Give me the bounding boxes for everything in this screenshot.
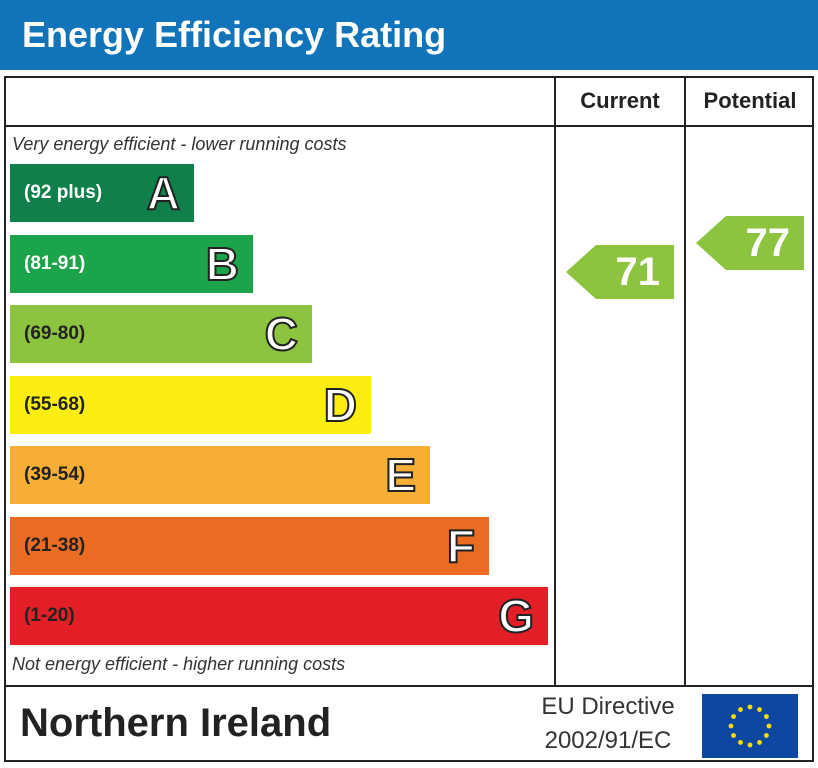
eu-star bbox=[728, 723, 734, 729]
current-rating-value: 71 bbox=[615, 250, 661, 294]
eu-star bbox=[731, 714, 736, 719]
potential-rating-arrow: 77 bbox=[696, 216, 804, 270]
eu-star bbox=[764, 733, 769, 738]
band-range-label: (39-54) bbox=[24, 464, 86, 485]
eu-directive-line2: 2002/91/EC bbox=[544, 727, 672, 754]
eu-star bbox=[747, 704, 753, 710]
band-a: (92 plus) A bbox=[10, 164, 194, 222]
eu-star bbox=[757, 740, 762, 745]
band-letter: D bbox=[323, 378, 358, 432]
band-letter: C bbox=[264, 307, 299, 361]
eu-star bbox=[738, 707, 743, 712]
eu-star bbox=[764, 714, 769, 719]
band-g: (1-20) G bbox=[10, 587, 548, 645]
bottom-note: Not energy efficient - higher running co… bbox=[12, 654, 346, 674]
band-range-label: (69-80) bbox=[24, 323, 86, 344]
eu-flag-background bbox=[702, 694, 798, 758]
band-range-label: (21-38) bbox=[24, 534, 86, 556]
current-column-header: Current bbox=[580, 88, 660, 113]
band-range-label: (81-91) bbox=[24, 252, 86, 274]
band-letter: G bbox=[497, 589, 535, 643]
eu-star bbox=[738, 740, 743, 745]
band-e: (39-54) E bbox=[10, 446, 430, 504]
divider-footer bbox=[4, 685, 814, 687]
divider-potential bbox=[684, 76, 686, 687]
eu-star bbox=[757, 707, 762, 712]
band-range-label: (1-20) bbox=[24, 605, 75, 626]
band-letter: B bbox=[205, 237, 240, 291]
region-label: Northern Ireland bbox=[20, 701, 332, 745]
band-letter: A bbox=[146, 166, 181, 220]
current-arrow-polygon bbox=[566, 245, 674, 299]
band-d: (55-68) D bbox=[10, 375, 371, 434]
divider-current bbox=[554, 76, 556, 687]
top-note: Very energy efficient - lower running co… bbox=[12, 134, 347, 154]
band-range-label: (92 plus) bbox=[24, 182, 103, 203]
title-bar: Energy Efficiency Rating bbox=[0, 0, 818, 70]
eu-star bbox=[747, 742, 753, 748]
potential-column-header: Potential bbox=[703, 88, 797, 113]
divider-header bbox=[4, 125, 814, 127]
current-rating-arrow: 71 bbox=[566, 245, 674, 299]
eu-star bbox=[766, 723, 772, 729]
potential-arrow-shape bbox=[696, 216, 804, 270]
band-range-label: (55-68) bbox=[24, 393, 86, 415]
potential-rating-value: 77 bbox=[745, 221, 791, 265]
band-letter: E bbox=[384, 448, 417, 502]
current-arrow-shape bbox=[566, 245, 674, 299]
eu-star bbox=[731, 733, 736, 738]
chart-title: Energy Efficiency Rating bbox=[22, 14, 447, 55]
potential-arrow-polygon bbox=[696, 216, 804, 270]
rating-table bbox=[4, 76, 814, 762]
eu-flag-icon bbox=[702, 694, 798, 758]
eu-directive-line1: EU Directive bbox=[541, 693, 675, 720]
band-b: (81-91) B bbox=[10, 234, 253, 293]
band-c: (69-80) C bbox=[10, 305, 312, 363]
band-f: (21-38) F bbox=[10, 516, 489, 575]
band-letter: F bbox=[446, 519, 476, 573]
